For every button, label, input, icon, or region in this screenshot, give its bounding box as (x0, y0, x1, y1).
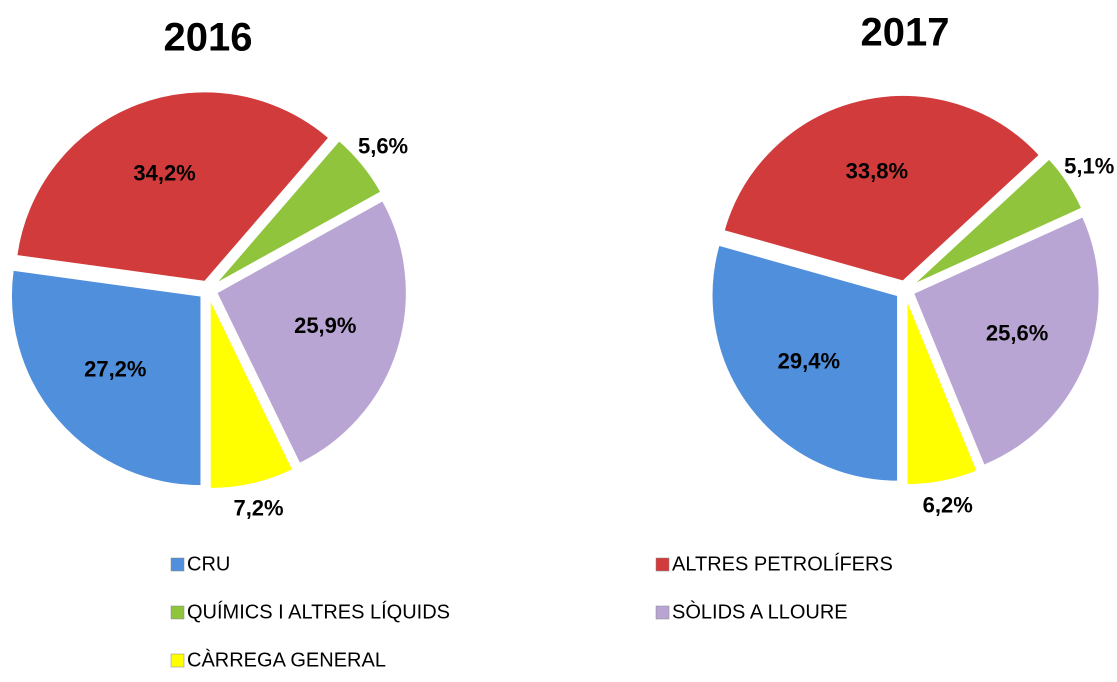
pie-slice (722, 94, 1041, 283)
pie-slice (905, 298, 979, 486)
pie-slice (15, 90, 331, 283)
pie-slice (214, 139, 383, 285)
legend-label: CÀRREGA GENERAL (187, 648, 386, 671)
legend-label: QUÍMICS I ALTRES LÍQUIDS (187, 600, 450, 623)
legend-label: SÒLIDS A LLOURE (672, 600, 848, 623)
data-label: 33,8% (846, 159, 908, 184)
data-label: 25,6% (986, 320, 1048, 345)
pie-slice (911, 157, 1083, 286)
pie-slice (10, 269, 202, 487)
pie-slice (912, 215, 1101, 467)
chart-title: 2016 (164, 16, 253, 60)
data-label: 27,2% (84, 357, 146, 382)
data-label: 25,9% (294, 313, 356, 338)
data-label: 5,1% (1064, 154, 1114, 179)
data-label: 29,4% (778, 349, 840, 374)
chart-title: 2017 (861, 11, 950, 55)
legend-swatch (170, 653, 185, 668)
legend-label: ALTRES PETROLÍFERS (672, 552, 893, 575)
legend-swatch (655, 605, 670, 620)
data-label: 34,2% (133, 161, 195, 186)
data-label: 7,2% (233, 496, 283, 521)
legend-swatch (170, 605, 185, 620)
data-label: 6,2% (923, 493, 973, 518)
legend-swatch (655, 557, 670, 572)
legend-swatch (170, 557, 185, 572)
pie-slice (215, 199, 408, 465)
data-label: 5,6% (358, 133, 408, 158)
legend-label: CRU (187, 553, 230, 575)
pie-slice (209, 298, 294, 490)
pie-slice (711, 244, 899, 483)
